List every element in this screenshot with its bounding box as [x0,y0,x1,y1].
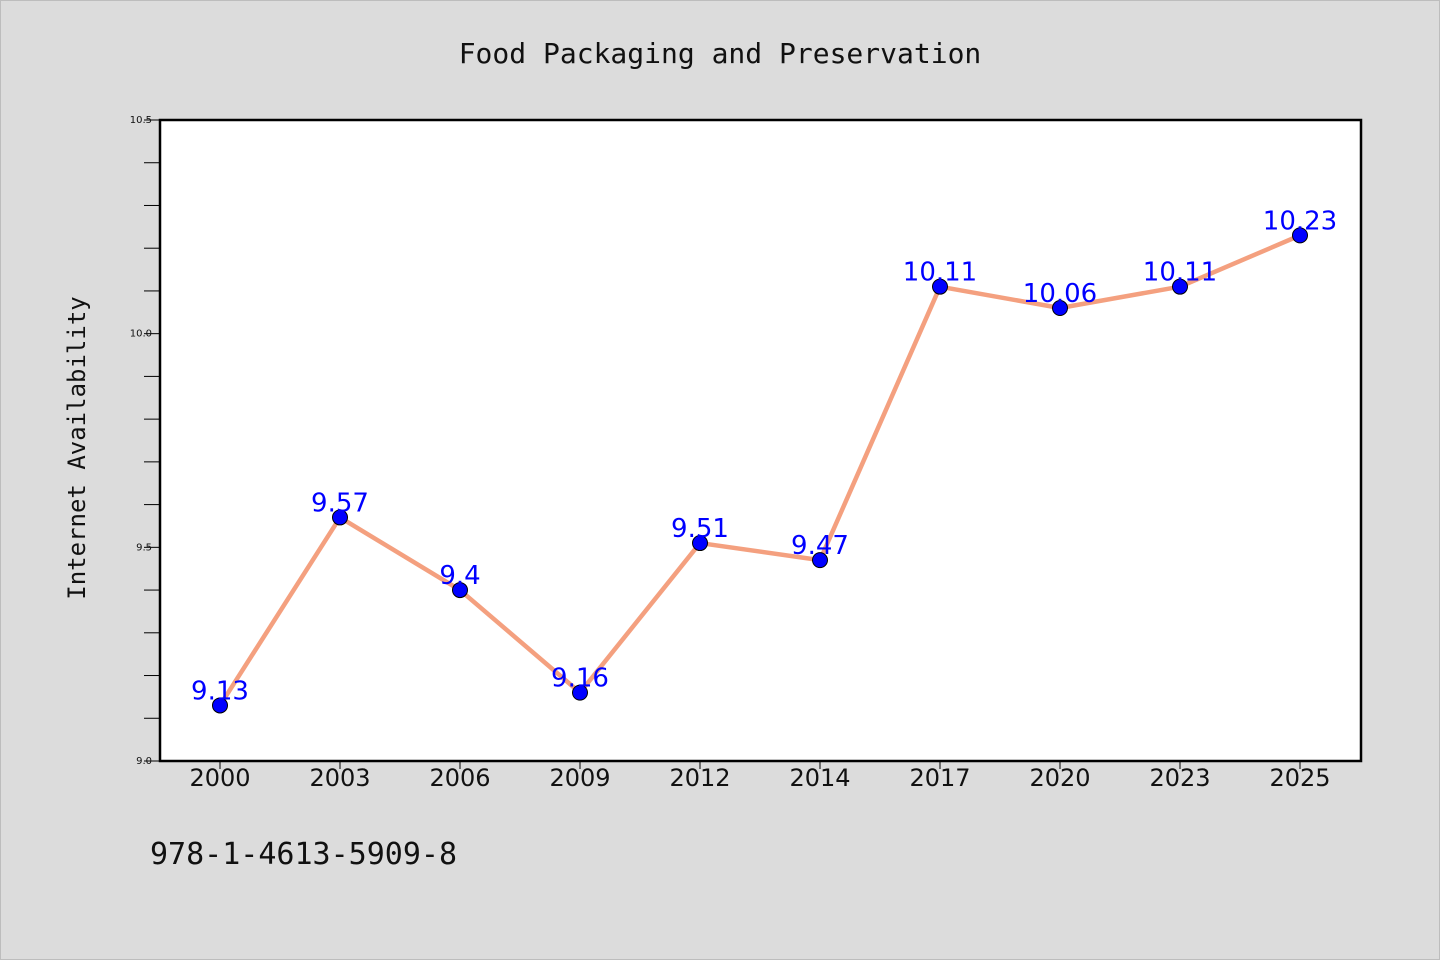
data-label: 10.11 [1143,258,1217,288]
data-point-marker [932,278,948,295]
x-tick-label: 2012 [669,764,730,792]
isbn-footer: 978-1-4613-5909-8 [150,837,457,872]
y-axis-label: Internet Availability [63,296,91,599]
series-line-group [212,227,1308,714]
x-axis-ticks: 2000 2003 2006 2009 2012 2014 2017 2020 2023 2025 [189,761,1331,792]
x-tick-label: 2025 [1269,764,1330,792]
series-line [218,233,1301,707]
y-tick-label: 9.5 [136,542,152,553]
data-point-marker [812,552,828,569]
x-tick-label: 2000 [189,764,250,792]
x-tick-label: 2020 [1029,764,1090,792]
x-tick-label: 2006 [429,764,490,792]
data-label: 10.06 [1023,279,1097,309]
plot-area [158,118,1363,763]
data-label: 10.11 [903,258,977,288]
y-axis-ticks: 9.0 9.5 10.0 10.5 [130,115,160,767]
data-point-marker [1172,278,1188,295]
y-tick-label: 10.0 [130,329,152,340]
chart-title: Food Packaging and Preservation [459,37,982,70]
y-tick-label: 9.0 [136,756,152,767]
y-tick-label: 10.5 [130,115,152,126]
data-label: 9.16 [551,664,609,694]
data-label: 10.23 [1263,206,1337,236]
data-label: 9.4 [439,561,480,591]
data-point-marker [692,535,708,552]
x-tick-label: 2023 [1149,764,1210,792]
data-point-marker [212,697,228,714]
data-label-group: 9.13 9.57 9.4 9.16 9.51 9.47 10.11 10.06 10.11 10… [191,206,1337,706]
data-point-marker [452,582,468,599]
data-label: 9.51 [671,514,729,544]
data-label: 9.57 [311,488,369,518]
data-label: 9.47 [791,531,849,561]
x-tick-label: 2003 [309,764,370,792]
x-tick-label: 2017 [909,764,970,792]
data-point-marker [1052,300,1068,317]
data-label: 9.13 [191,676,249,706]
x-tick-label: 2014 [789,764,850,792]
data-point-marker [572,684,588,701]
data-point-marker [332,509,348,526]
x-tick-label: 2009 [549,764,610,792]
data-point-marker [1292,227,1308,244]
